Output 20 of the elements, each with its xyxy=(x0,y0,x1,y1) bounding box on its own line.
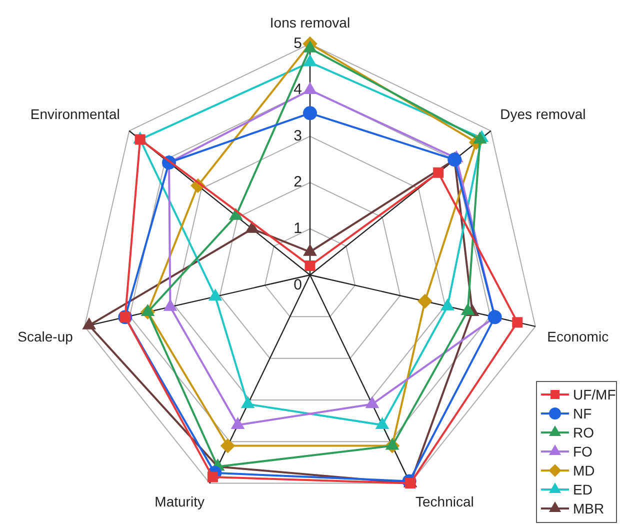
spoke-label: Environmental xyxy=(30,106,120,122)
legend-label: UF/MF xyxy=(573,386,616,402)
spoke-label: Ions removal xyxy=(270,14,350,30)
legend-label: RO xyxy=(573,424,594,440)
spoke-label: Economic xyxy=(547,328,609,344)
y-tick-label: 4 xyxy=(294,81,302,98)
y-tick-label: 2 xyxy=(294,174,302,191)
spoke-label: Technical xyxy=(416,493,474,510)
spoke-label: Scale-up xyxy=(18,328,74,344)
spoke-label: Maturity xyxy=(154,493,204,510)
y-tick-label: 0 xyxy=(294,276,302,294)
legend-label: FO xyxy=(573,443,593,460)
legend-label: MBR xyxy=(573,500,604,516)
legend-label: MD xyxy=(573,462,595,478)
spoke-label: Dyes removal xyxy=(500,106,586,122)
y-tick-label: 3 xyxy=(294,127,302,144)
y-tick-label: 1 xyxy=(294,220,302,237)
legend-label: ED xyxy=(573,481,592,498)
legend-label: NF xyxy=(573,405,592,422)
y-tick-label: 5 xyxy=(294,34,302,52)
